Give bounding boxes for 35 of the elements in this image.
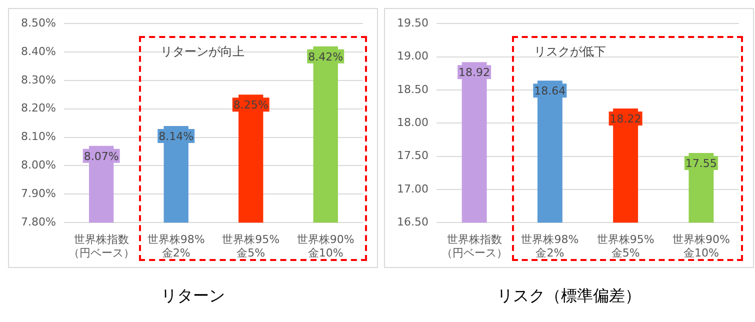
y-tick-label: 18.00 [396,116,428,129]
data-label: 8.42% [308,50,344,64]
data-label: 8.25% [233,98,268,112]
y-tick-label: 8.50% [20,16,56,30]
x-tick-label: 世界株95% 金5% [596,233,654,260]
y-tick-label: 7.90% [20,187,56,200]
text: リターン [160,286,226,307]
x-tick-label: 世界株98% 金2% [147,233,205,260]
x-tick-label: 世界株90% 金10% [296,233,354,260]
y-tick-label: 19.00 [396,50,428,63]
x-tick-label: 世界株95% 金5% [222,233,280,260]
y-tick-label: 8.10% [20,130,56,144]
data-label: 18.64 [534,84,566,98]
text: リスク（標準偏差） [496,286,642,307]
y-tick-label: 8.40% [20,44,56,58]
x-tick-label: 世界株98% 金2% [521,233,579,260]
y-tick-label: 17.50 [396,149,428,162]
x-tick-label: 世界株指数（円ベース） [68,233,134,260]
data-label: 8.07% [84,150,119,163]
data-label: 18.22 [610,112,642,126]
data-label: 18.92 [458,66,490,80]
y-tick-label: 8.30% [20,73,56,86]
y-tick-label: 17.00 [396,182,428,196]
y-tick-label: 18.50 [396,82,428,96]
annotation: リスクが低下 [534,44,606,59]
data-label: 8.14% [158,130,194,143]
x-tick-label: 世界株90% 金10% [672,233,730,260]
y-tick-label: 16.50 [396,215,428,228]
y-tick-label: 8.00% [20,158,56,172]
x-tick-label: 世界株指数（円ベース） [441,233,508,260]
data-label: 17.55 [685,156,717,170]
y-tick-label: 8.20% [20,102,56,115]
y-tick-label: 19.50 [396,16,428,30]
annotation: リターンが向上 [160,44,245,59]
y-tick-label: 7.80% [20,215,56,228]
